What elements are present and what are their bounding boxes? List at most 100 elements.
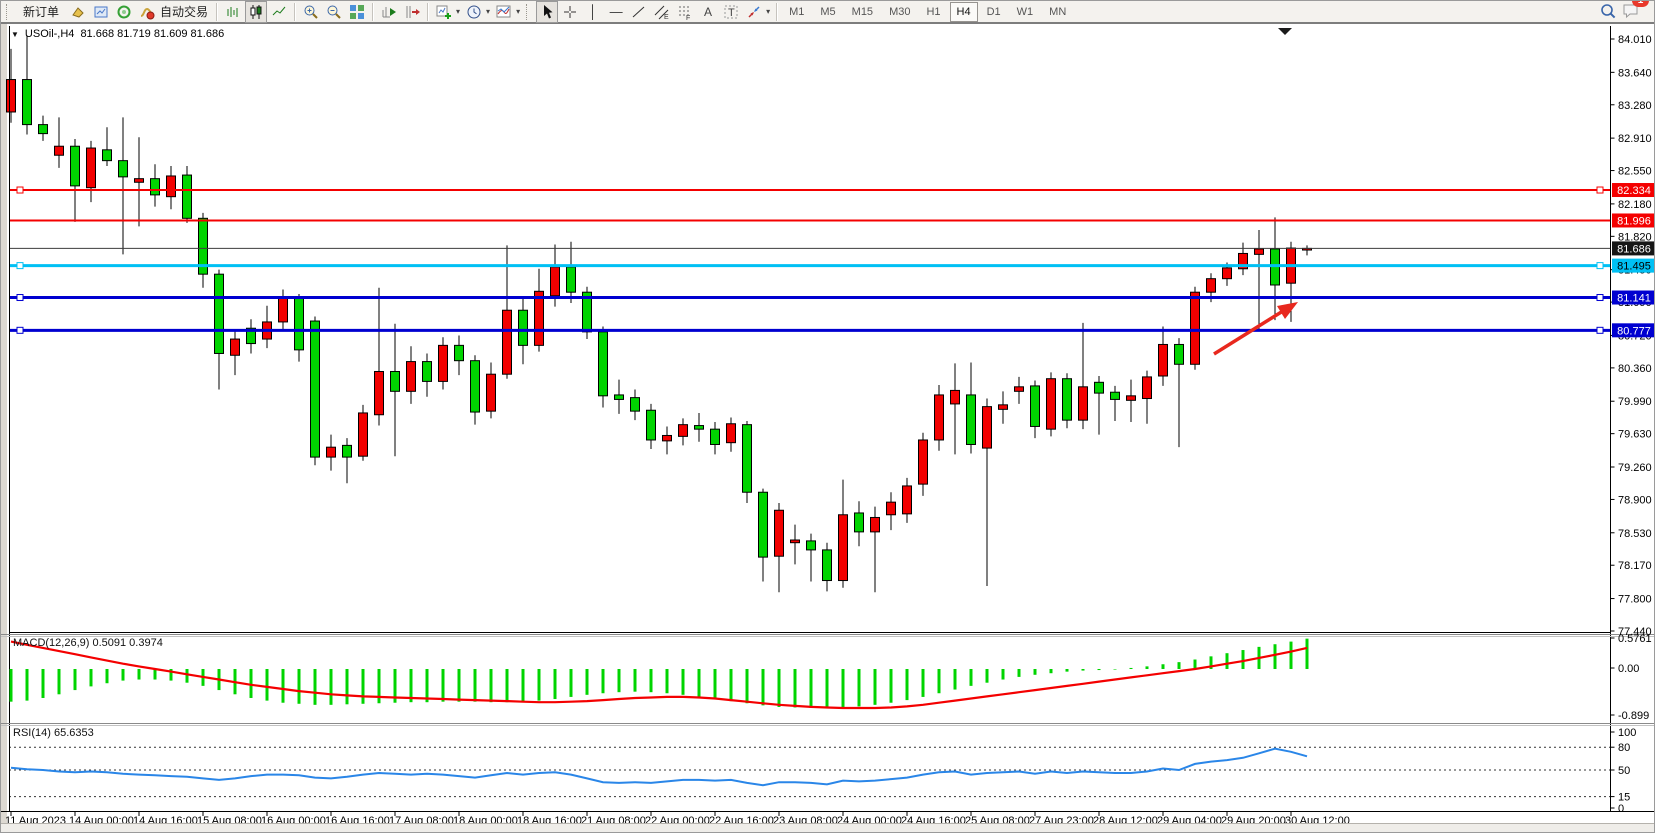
timeframe-mn[interactable]: MN (1042, 2, 1073, 22)
candle (1206, 278, 1216, 293)
timeframe-m1[interactable]: M1 (782, 2, 811, 22)
indicators-dropdown-caret[interactable]: ▾ (516, 7, 521, 16)
candle (934, 394, 944, 441)
profiles-dropdown-caret[interactable]: ▾ (486, 7, 491, 16)
candle (1222, 267, 1232, 280)
rsi-tick-label: 80 (1618, 742, 1630, 754)
chat-button[interactable]: 1 (1620, 1, 1649, 24)
chart-shift-icon[interactable] (401, 1, 423, 23)
candle (6, 79, 16, 113)
chart-surface[interactable]: 84.010 83.640 83.280 82.910 82.550 82.180 81.8… (1, 24, 1655, 827)
chart-window[interactable]: 84.010 83.640 83.280 82.910 82.550 82.180 81.8… (1, 24, 1655, 827)
new-order-button[interactable]: 新订单 (16, 1, 66, 23)
candle (278, 298, 288, 323)
candle (758, 491, 768, 558)
chart-candles-icon[interactable] (245, 1, 268, 23)
toolbar-separator (294, 2, 297, 21)
timeframe-h1[interactable]: H1 (919, 2, 947, 22)
candle (1078, 386, 1088, 421)
toolbar-separator (216, 2, 219, 21)
svg-text:F: F (686, 15, 690, 20)
chart-line-icon[interactable] (268, 1, 290, 23)
line-handle[interactable] (16, 326, 24, 334)
chart-shift-marker[interactable] (1278, 28, 1292, 35)
candle (342, 444, 352, 458)
line-handle[interactable] (16, 186, 24, 194)
tile-windows-icon[interactable] (346, 1, 368, 23)
chart-bars-icon[interactable] (222, 1, 244, 23)
data-window-icon[interactable] (90, 1, 112, 23)
line-handle[interactable] (16, 294, 24, 302)
equidistant-channel-icon[interactable]: E (651, 1, 673, 23)
timeframe-d1[interactable]: D1 (980, 2, 1008, 22)
price-tick-label: 78.170 (1618, 560, 1652, 572)
auto-scroll-icon[interactable] (378, 1, 400, 23)
candle (438, 344, 448, 382)
candle (710, 428, 720, 445)
autotrading-icon[interactable] (136, 1, 158, 23)
toolbar-grip[interactable] (6, 3, 12, 20)
price-tick-label: 79.630 (1618, 429, 1652, 441)
candle (1126, 395, 1136, 401)
horizontal-line-icon[interactable]: — (609, 4, 623, 19)
timeframe-m5[interactable]: M5 (813, 2, 842, 22)
crosshair-icon[interactable] (559, 1, 581, 23)
search-icon[interactable] (1597, 1, 1619, 23)
macd-label: MACD(12,26,9) 0.5091 0.3974 (13, 637, 163, 649)
price-badge (1612, 213, 1654, 228)
text-icon[interactable]: A (697, 1, 719, 23)
candle (390, 370, 400, 392)
candle (854, 512, 864, 533)
toolbar-separator (427, 2, 430, 21)
indicators-icon[interactable] (493, 1, 515, 23)
line-handle[interactable] (1596, 262, 1604, 270)
line-handle[interactable] (1596, 186, 1604, 194)
candle (422, 361, 432, 382)
market-watch-icon[interactable] (67, 1, 89, 23)
line-handle[interactable] (1596, 326, 1604, 334)
line-handle[interactable] (16, 262, 24, 270)
trendline-icon[interactable] (628, 1, 650, 23)
toolbar-grip[interactable] (526, 3, 532, 20)
timeframe-m30[interactable]: M30 (882, 2, 917, 22)
new-chart-icon[interactable] (433, 1, 455, 23)
price-tick-label: 84.010 (1618, 34, 1652, 46)
trend-arrow-shaft[interactable] (1213, 309, 1284, 356)
fibonacci-icon[interactable]: F (674, 1, 696, 23)
candle (406, 361, 416, 392)
candle (150, 178, 160, 196)
price-badge-label: 80.777 (1617, 325, 1651, 337)
candle (118, 160, 128, 178)
price-tick-label: 80.360 (1618, 363, 1652, 375)
chevron-down-icon[interactable]: ▼ (11, 29, 19, 39)
price-badge-label: 81.996 (1617, 215, 1651, 227)
candle (534, 290, 544, 346)
line-handle[interactable] (1596, 294, 1604, 302)
macd-signal-line (10, 640, 1308, 710)
new-chart-dropdown-caret[interactable]: ▾ (456, 7, 461, 16)
auto-trading-label: 自动交易 (160, 5, 209, 19)
svg-text:T: T (728, 7, 735, 19)
candle (1174, 343, 1184, 365)
zoom-out-icon[interactable] (323, 1, 345, 23)
candle (726, 423, 736, 444)
cursor-icon[interactable] (536, 1, 559, 23)
price-tick-label: 77.800 (1618, 594, 1652, 606)
timeframe-h4[interactable]: H4 (949, 1, 978, 22)
timeframe-w1[interactable]: W1 (1010, 2, 1041, 22)
candle (950, 389, 960, 405)
profiles-clock-icon[interactable] (463, 1, 485, 23)
zoom-in-icon[interactable] (300, 1, 322, 23)
arrows-icon[interactable] (743, 1, 765, 23)
candle (550, 266, 560, 297)
trend-arrow-head[interactable] (1277, 302, 1298, 319)
svg-text:A: A (704, 5, 712, 19)
chart-title: ▼ USOil-,H4 81.668 81.719 81.609 81.686 (11, 28, 224, 40)
candle (374, 370, 384, 416)
navigator-icon[interactable] (113, 1, 135, 23)
candle (198, 217, 208, 275)
arrows-dropdown-caret[interactable]: ▾ (766, 7, 771, 16)
vertical-line-icon[interactable]: │ (589, 4, 598, 19)
timeframe-m15[interactable]: M15 (845, 2, 880, 22)
text-label-icon[interactable]: T (720, 1, 742, 23)
